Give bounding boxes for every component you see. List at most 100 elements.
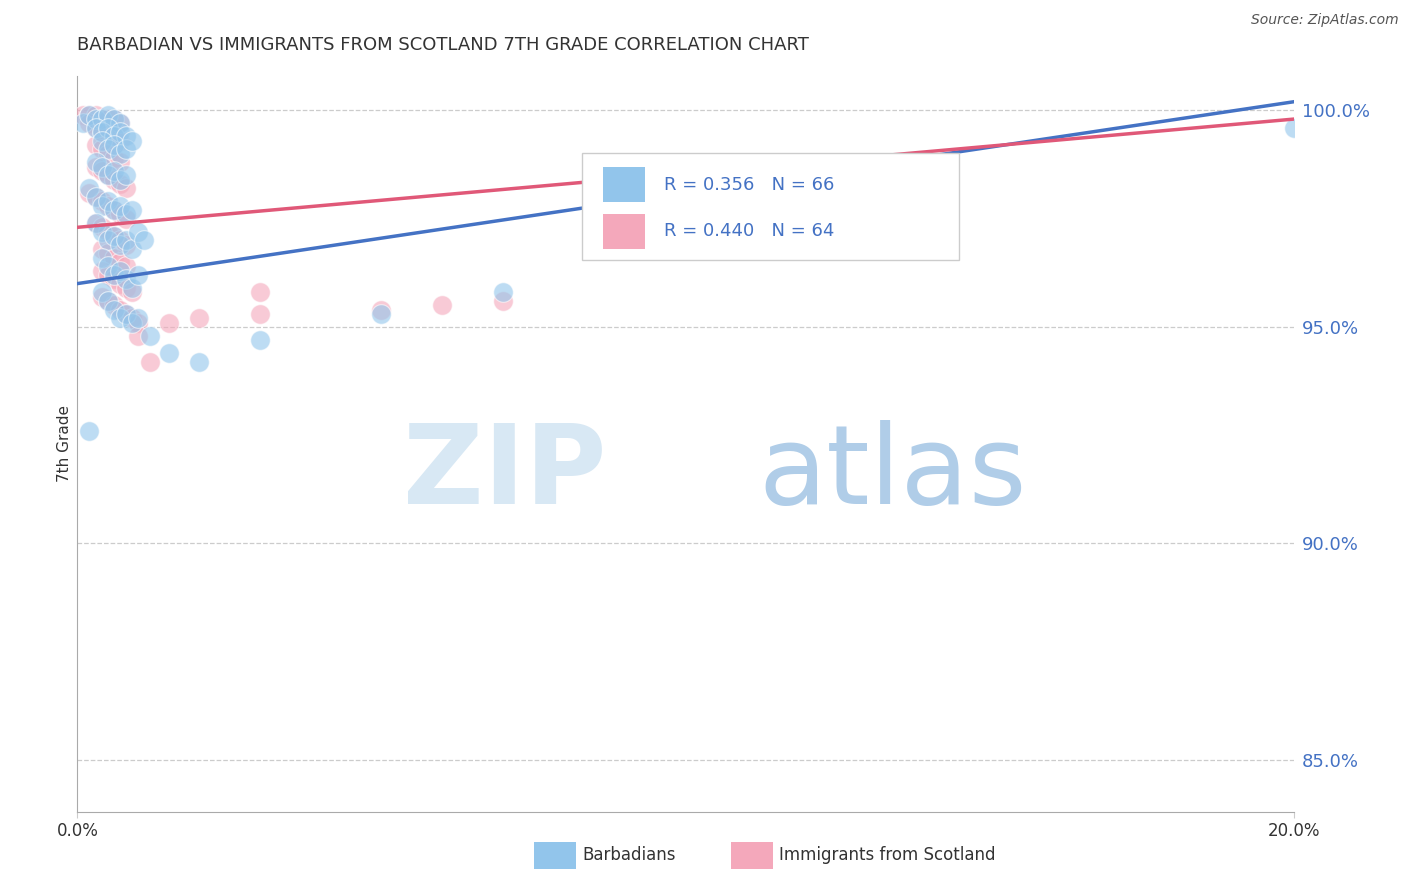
Point bbox=[115, 142, 138, 156]
Point bbox=[115, 129, 138, 144]
Point bbox=[84, 138, 107, 153]
Point bbox=[115, 211, 138, 226]
Point bbox=[249, 333, 271, 347]
Point bbox=[139, 328, 162, 343]
Point bbox=[856, 202, 879, 217]
Point bbox=[90, 220, 112, 235]
Point bbox=[108, 207, 131, 221]
Text: BARBADIAN VS IMMIGRANTS FROM SCOTLAND 7TH GRADE CORRELATION CHART: BARBADIAN VS IMMIGRANTS FROM SCOTLAND 7T… bbox=[77, 36, 810, 54]
Point bbox=[103, 112, 125, 127]
Point bbox=[188, 354, 211, 368]
Point bbox=[84, 120, 107, 135]
Text: R = 0.440   N = 64: R = 0.440 N = 64 bbox=[664, 222, 834, 240]
Point bbox=[97, 194, 120, 209]
Point bbox=[97, 268, 120, 282]
Point bbox=[115, 237, 138, 252]
Point bbox=[90, 125, 112, 139]
Point bbox=[108, 255, 131, 269]
Point bbox=[115, 281, 138, 295]
Point bbox=[103, 129, 125, 144]
Point bbox=[675, 242, 697, 256]
Point bbox=[127, 311, 149, 326]
Point bbox=[79, 108, 101, 122]
Point bbox=[84, 108, 107, 122]
Point bbox=[108, 302, 131, 317]
Y-axis label: 7th Grade: 7th Grade bbox=[56, 405, 72, 483]
Point bbox=[97, 199, 120, 213]
Point bbox=[97, 260, 120, 274]
Point bbox=[108, 125, 131, 139]
Text: Barbadians: Barbadians bbox=[582, 847, 676, 864]
Point bbox=[115, 233, 138, 247]
Point bbox=[108, 146, 131, 161]
Point bbox=[1282, 120, 1305, 135]
Point bbox=[370, 302, 392, 317]
Point bbox=[121, 134, 143, 148]
Point bbox=[97, 293, 120, 308]
FancyBboxPatch shape bbox=[603, 213, 645, 249]
Point bbox=[115, 181, 138, 195]
Point bbox=[84, 216, 107, 230]
Point bbox=[97, 142, 120, 156]
Point bbox=[121, 202, 143, 217]
Point bbox=[430, 298, 453, 312]
Text: ZIP: ZIP bbox=[404, 420, 606, 526]
Point bbox=[108, 237, 131, 252]
Point bbox=[97, 108, 120, 122]
Point bbox=[108, 277, 131, 291]
Point bbox=[90, 142, 112, 156]
Point bbox=[115, 272, 138, 286]
Point bbox=[127, 268, 149, 282]
Point bbox=[97, 169, 120, 183]
Point bbox=[79, 116, 101, 130]
Point bbox=[108, 199, 131, 213]
Point bbox=[115, 207, 138, 221]
Point bbox=[103, 302, 125, 317]
Point bbox=[103, 138, 125, 153]
Point bbox=[79, 186, 101, 200]
Point bbox=[84, 160, 107, 174]
Point bbox=[79, 181, 101, 195]
Point bbox=[108, 134, 131, 148]
Point bbox=[90, 194, 112, 209]
Point bbox=[84, 112, 107, 127]
Point bbox=[134, 233, 156, 247]
Point bbox=[97, 120, 120, 135]
Point bbox=[115, 307, 138, 321]
Point bbox=[97, 112, 120, 127]
Point bbox=[492, 293, 515, 308]
Point bbox=[108, 116, 131, 130]
Point bbox=[84, 155, 107, 169]
Point bbox=[90, 134, 112, 148]
Point bbox=[121, 316, 143, 330]
Point bbox=[97, 169, 120, 183]
Point bbox=[90, 112, 112, 127]
Point bbox=[90, 242, 112, 256]
Point bbox=[84, 120, 107, 135]
Point bbox=[108, 311, 131, 326]
Point bbox=[103, 202, 125, 217]
Point bbox=[108, 233, 131, 247]
Point bbox=[97, 293, 120, 308]
Point bbox=[90, 125, 112, 139]
Point bbox=[108, 263, 131, 277]
Point bbox=[90, 251, 112, 265]
Point bbox=[103, 129, 125, 144]
Point bbox=[79, 424, 101, 438]
Point bbox=[121, 285, 143, 300]
Point bbox=[103, 272, 125, 286]
Point bbox=[121, 242, 143, 256]
Point bbox=[492, 285, 515, 300]
Point bbox=[139, 354, 162, 368]
Point bbox=[127, 328, 149, 343]
Point bbox=[115, 169, 138, 183]
Point bbox=[90, 199, 112, 213]
Point bbox=[103, 164, 125, 178]
Point bbox=[97, 225, 120, 239]
Point bbox=[103, 202, 125, 217]
Point bbox=[249, 307, 271, 321]
Point bbox=[103, 112, 125, 127]
Point bbox=[108, 177, 131, 191]
Point bbox=[90, 263, 112, 277]
Point bbox=[370, 307, 392, 321]
